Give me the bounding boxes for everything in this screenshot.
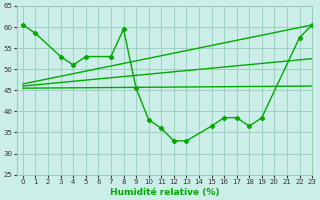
X-axis label: Humidité relative (%): Humidité relative (%) xyxy=(110,188,219,197)
